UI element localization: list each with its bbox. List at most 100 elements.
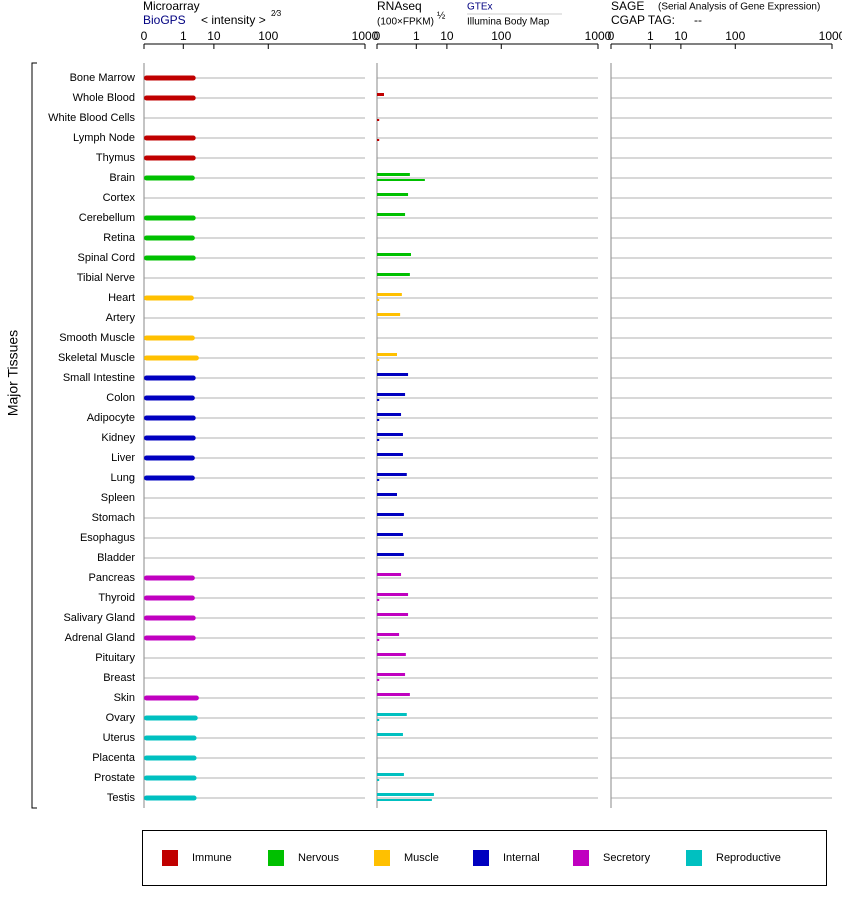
bar — [377, 533, 403, 536]
series-name: Illumina Body Map — [467, 17, 550, 28]
bar — [377, 453, 403, 456]
bar — [377, 93, 384, 96]
bar — [377, 513, 404, 516]
bar — [377, 193, 409, 196]
bar — [377, 593, 409, 596]
bar — [377, 653, 406, 656]
bar — [377, 673, 406, 676]
panel-subtitle: (Serial Analysis of Gene Expression) — [658, 2, 820, 13]
x-tick-label: 100 — [491, 29, 511, 43]
bar — [377, 139, 380, 141]
bar — [144, 235, 195, 241]
legend-swatch — [268, 850, 284, 866]
axis-label: (100×FPKM) — [377, 17, 434, 28]
category-label: Cortex — [103, 192, 136, 204]
category-label: Small Intestine — [63, 372, 135, 384]
x-tick-label: 0 — [141, 29, 148, 43]
category-label: Colon — [106, 392, 135, 404]
category-label: Skeletal Muscle — [58, 352, 135, 364]
category-label: Lymph Node — [73, 132, 135, 144]
category-label: Kidney — [101, 432, 135, 444]
bar — [144, 695, 199, 701]
legend-swatch — [473, 850, 489, 866]
bar — [144, 375, 196, 381]
y-axis-label: Major Tissues — [5, 330, 21, 416]
bar — [144, 295, 194, 301]
bar — [377, 413, 402, 416]
bar — [144, 475, 195, 481]
bar — [144, 635, 196, 641]
legend-label: Nervous — [298, 852, 339, 864]
bar — [377, 299, 380, 301]
bar — [144, 755, 197, 761]
tag-value: -- — [694, 13, 702, 27]
bar — [377, 733, 403, 736]
bar — [144, 775, 197, 781]
bar — [377, 719, 380, 721]
bar — [144, 795, 197, 801]
legend-box — [142, 830, 827, 886]
bar — [377, 473, 407, 476]
bar — [377, 553, 404, 556]
legend-swatch — [573, 850, 589, 866]
x-tick-label: 1000 — [585, 29, 612, 43]
bar — [144, 215, 196, 221]
category-label: Thymus — [96, 152, 136, 164]
category-label: Tibial Nerve — [77, 272, 135, 284]
category-label: Placenta — [92, 752, 136, 764]
series-name: GTEx — [467, 2, 493, 13]
bar — [144, 595, 195, 601]
axis-power: 2⁄3 — [271, 9, 282, 18]
x-tick-label: 100 — [725, 29, 745, 43]
tag-label: CGAP TAG: — [611, 13, 675, 27]
bar — [377, 599, 380, 601]
legend-label: Muscle — [404, 852, 439, 864]
bar — [144, 355, 199, 361]
bar — [144, 715, 198, 721]
bar — [144, 335, 195, 341]
bar — [377, 439, 380, 441]
category-label: Pituitary — [95, 652, 135, 664]
category-label: Salivary Gland — [63, 612, 135, 624]
panel-title: SAGE — [611, 0, 644, 13]
category-label: Smooth Muscle — [59, 332, 135, 344]
bar — [144, 155, 196, 161]
x-tick-label: 1000 — [819, 29, 842, 43]
category-label: Stomach — [92, 512, 135, 524]
legend-swatch — [686, 850, 702, 866]
x-tick-label: 0 — [608, 29, 615, 43]
bar — [377, 773, 404, 776]
bar — [377, 433, 403, 436]
bar — [144, 455, 195, 461]
category-label: Thyroid — [98, 592, 135, 604]
bar — [377, 613, 409, 616]
x-tick-label: 0 — [374, 29, 381, 43]
bar — [144, 175, 195, 181]
category-label: Breast — [103, 672, 135, 684]
bar — [144, 395, 195, 401]
bar — [377, 179, 425, 181]
bar — [144, 95, 196, 101]
legend-swatch — [162, 850, 178, 866]
bar — [377, 393, 406, 396]
category-label: Heart — [108, 292, 135, 304]
legend-label: Secretory — [603, 852, 651, 864]
bar — [377, 313, 401, 316]
category-label: Esophagus — [80, 532, 136, 544]
bar — [377, 419, 380, 421]
panel-title: RNAseq — [377, 0, 422, 13]
bar — [377, 213, 406, 216]
x-tick-label: 10 — [440, 29, 454, 43]
x-tick-label: 10 — [207, 29, 221, 43]
category-label: Prostate — [94, 772, 135, 784]
legend-label: Internal — [503, 852, 540, 864]
bar — [144, 435, 196, 441]
bar — [144, 255, 196, 261]
bar — [377, 373, 409, 376]
category-label: Artery — [106, 312, 136, 324]
bar — [377, 493, 397, 496]
category-label: White Blood Cells — [48, 112, 135, 124]
bar — [377, 399, 380, 401]
bracket — [31, 62, 37, 809]
category-label: Adipocyte — [87, 412, 135, 424]
